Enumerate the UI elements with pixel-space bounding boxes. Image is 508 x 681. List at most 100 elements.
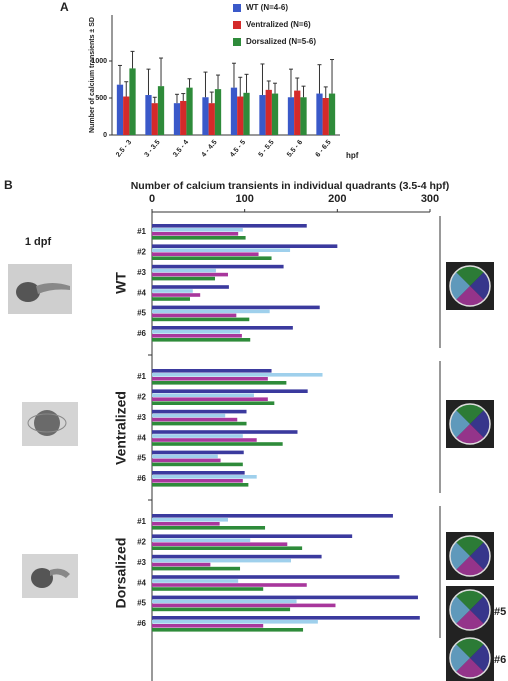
bar <box>300 97 307 135</box>
row-label: #5 <box>137 454 146 463</box>
bar <box>287 97 295 135</box>
bar <box>152 401 275 405</box>
bar <box>157 86 165 135</box>
x-tick-label: 200 <box>328 193 346 205</box>
bar <box>316 93 323 135</box>
bar <box>152 232 239 236</box>
bar <box>152 483 249 487</box>
row-label: #5 <box>137 599 146 608</box>
bar <box>152 393 254 397</box>
quadrant <box>470 541 491 571</box>
bar <box>152 442 283 446</box>
y-tick-label: 500 <box>95 95 107 102</box>
group-label: WT <box>113 272 129 294</box>
panel-label: B <box>4 178 13 192</box>
x-tick-label: 5 - 5.5 <box>258 139 276 159</box>
bar <box>259 95 266 135</box>
bar <box>152 338 251 342</box>
group-label: Dorsalized <box>113 538 129 609</box>
legend-label: Dorsalized (N=5-6) <box>246 37 316 46</box>
bar <box>152 409 247 414</box>
bar <box>152 616 420 620</box>
bar <box>152 628 304 632</box>
bar <box>152 381 287 385</box>
bar <box>152 326 293 330</box>
bar <box>328 93 336 135</box>
bar <box>152 268 216 273</box>
row-label: #3 <box>137 558 146 567</box>
bar <box>265 89 272 135</box>
bar <box>152 377 268 381</box>
circle-rim <box>449 637 491 679</box>
x-tick-label: 3.5 - 4 <box>172 139 190 159</box>
y-tick-label: 1000 <box>91 58 107 65</box>
x-tick-label: 4.5 - 5 <box>229 139 247 159</box>
x-tick-label: 100 <box>235 193 253 205</box>
bar <box>152 252 259 256</box>
bar <box>152 369 272 373</box>
bar <box>152 305 320 310</box>
x-tick-label: 300 <box>421 193 439 205</box>
bar <box>152 558 291 563</box>
row-label: #1 <box>137 372 146 381</box>
quadrant-diagrams <box>446 262 494 681</box>
bar <box>152 534 353 538</box>
x-tick-label: 2.5 - 3 <box>115 139 133 159</box>
row-label: #6 <box>137 474 146 483</box>
bar <box>152 587 264 591</box>
quadrant <box>455 286 485 307</box>
stage-label: 1 dpf <box>25 236 52 248</box>
row-label: #3 <box>137 413 146 422</box>
circle-rim <box>449 265 491 307</box>
bar <box>237 96 244 135</box>
bar <box>152 546 303 550</box>
bar <box>152 458 221 463</box>
quadrant <box>455 424 485 444</box>
bar <box>152 479 243 483</box>
bar <box>152 285 229 289</box>
bar <box>152 389 308 393</box>
bar <box>152 514 393 518</box>
bar <box>152 475 257 479</box>
chart-title: Number of calcium transients in individu… <box>131 180 450 192</box>
bar <box>123 96 130 135</box>
bar <box>152 289 193 293</box>
bar <box>152 599 297 604</box>
row-label: #5 <box>137 309 146 318</box>
bar <box>152 522 220 526</box>
circle-rim <box>449 589 491 631</box>
row-label: #1 <box>137 227 146 236</box>
bar <box>152 313 237 318</box>
bar <box>180 100 187 135</box>
quadrant <box>450 595 470 625</box>
bar <box>152 276 216 281</box>
bar <box>208 103 215 135</box>
bar <box>152 297 190 301</box>
bar <box>129 68 136 135</box>
bar <box>151 103 158 135</box>
bar <box>152 228 243 232</box>
bar <box>145 95 152 135</box>
panel-label: A <box>60 0 69 14</box>
embryo-photo <box>8 264 72 314</box>
quadrant <box>455 536 485 556</box>
quadrant <box>455 556 485 576</box>
bar <box>294 90 301 135</box>
circle-rim <box>449 535 491 577</box>
bar <box>152 293 201 297</box>
legend-swatch <box>233 4 241 12</box>
bar <box>173 103 181 135</box>
quadrant <box>470 643 491 673</box>
circle-label: #6 <box>494 654 506 666</box>
row-label: #6 <box>137 619 146 628</box>
quadrant <box>450 541 470 571</box>
quadrant <box>455 404 485 424</box>
legend-label: WT (N=4-6) <box>246 3 288 12</box>
bar <box>152 334 242 338</box>
bar <box>152 542 288 546</box>
row-label: #2 <box>137 393 146 402</box>
x-tick-label: 0 <box>149 193 155 205</box>
bar <box>152 330 241 334</box>
bar <box>152 603 336 608</box>
x-tick-label: 4 - 4.5 <box>201 139 219 159</box>
